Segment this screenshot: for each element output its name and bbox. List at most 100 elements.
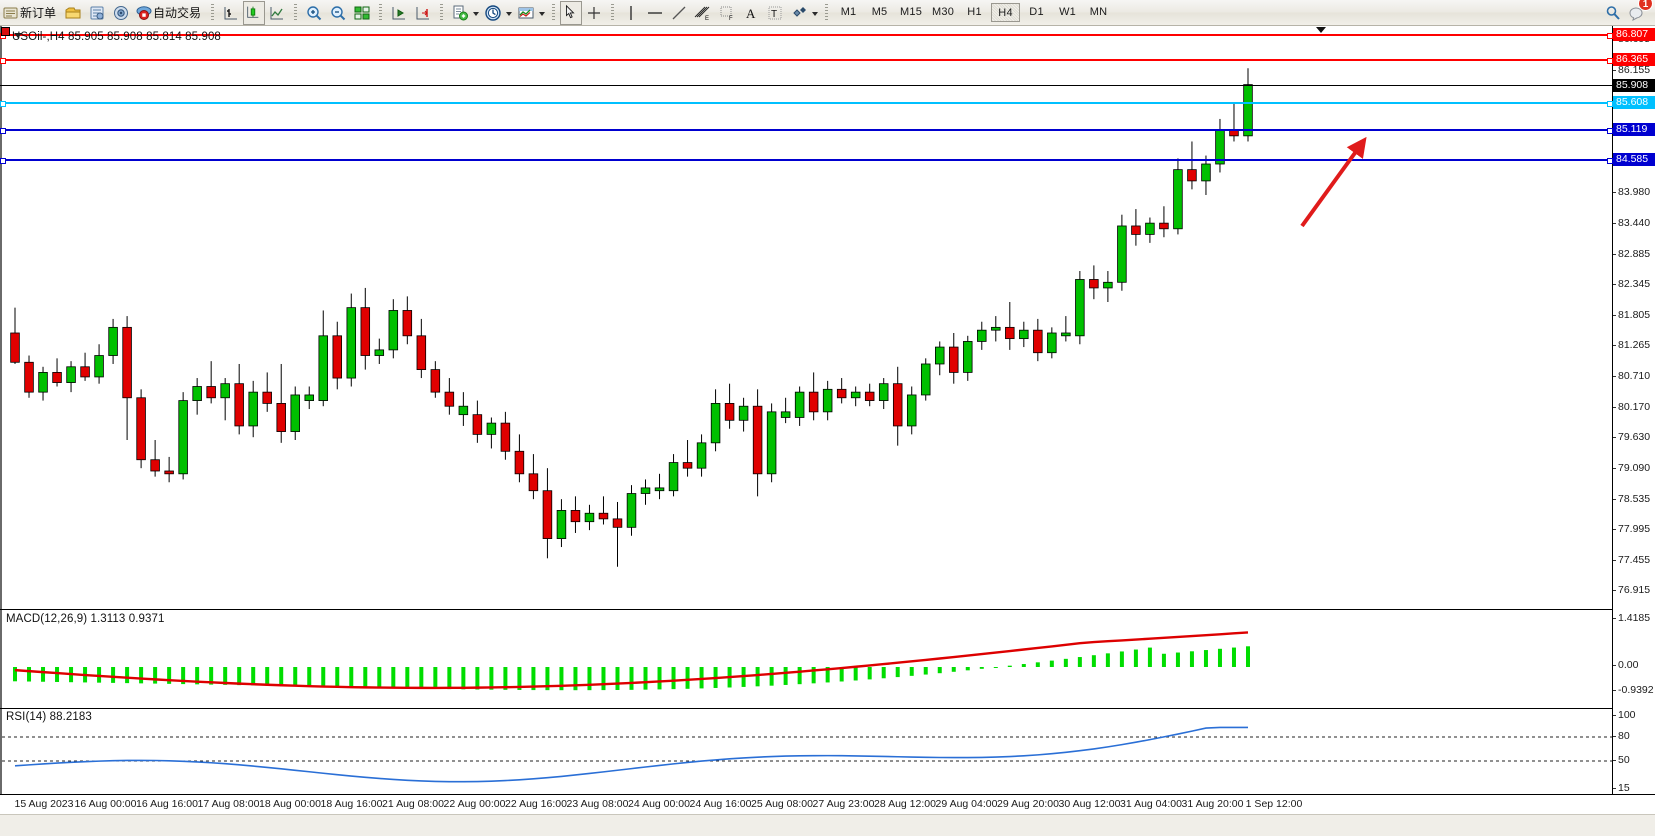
level-anchor-left[interactable] [0,158,6,165]
level-anchor-right[interactable] [1607,158,1613,165]
rsi-pane-frame [0,709,1612,794]
rsi-pane[interactable]: RSI(14) 88.2183 [0,708,1612,794]
autotrade-icon [135,4,153,22]
time-tick: 24 Aug 00:00 [628,798,690,810]
templates-button[interactable] [514,1,538,25]
time-tick: 25 Aug 08:00 [751,798,813,810]
indicators-dropdown-arrow[interactable] [472,4,481,22]
level-line-entry-line[interactable] [0,100,1613,107]
price-scale[interactable]: 86.69586.15585.61585.07584.52083.98083.4… [1612,26,1655,794]
auto-scroll-button[interactable] [411,1,435,25]
toolbar-separator [438,3,445,23]
rsi-tick: 50 [1613,754,1655,766]
timeframe-group: M1 M5 M15 M30 H1 H4 D1 W1 MN [833,3,1114,22]
level-line-support-lower[interactable] [0,158,1613,165]
templates-dropdown-arrow[interactable] [538,4,547,22]
horizontal-line-button[interactable] [643,1,667,25]
cursor-icon [562,4,580,22]
chart-area[interactable]: USOil-,H4 85.905 85.908 85.814 85.908 MA… [0,26,1655,836]
timeframe-m5[interactable]: M5 [871,6,888,18]
timeframe-w1[interactable]: W1 [1059,6,1076,18]
level-line-last-price[interactable] [0,84,1612,86]
horizontal-line-icon [646,4,664,22]
text-label-button[interactable]: T [763,1,787,25]
level-line-resistance-lower[interactable] [0,57,1613,64]
price-tick: 77.455 [1613,554,1655,566]
status-bar [0,814,1655,836]
chart-close-marker[interactable] [1,27,10,36]
tile-windows-button[interactable] [350,1,374,25]
trendline-button[interactable] [667,1,691,25]
price-label-resistance-upper: 86.807 [1613,28,1655,42]
timeframe-m15[interactable]: M15 [900,6,923,18]
level-anchor-left[interactable] [0,100,6,107]
timeframe-mn[interactable]: MN [1089,6,1108,18]
fibonacci-button[interactable]: E [691,1,715,25]
timeframe-d1[interactable]: D1 [1029,6,1044,18]
indicators-button[interactable] [448,1,472,25]
macd-label: MACD(12,26,9) 1.3113 0.9371 [6,613,165,625]
equidistant-channel-button[interactable]: F [715,1,739,25]
zoom-in-button[interactable] [302,1,326,25]
profiles-button[interactable] [85,1,109,25]
cursor-button[interactable] [560,0,583,25]
level-anchor-right[interactable] [1607,33,1613,40]
time-tick: 31 Aug 20:00 [1181,798,1244,810]
candlestick-chart-icon [245,4,263,22]
symbol-dropdown-arrow[interactable] [14,33,22,38]
new-order-button[interactable]: 新订单 [0,1,61,25]
vertical-line-icon [622,4,640,22]
alerts-button[interactable]: 1 [1625,0,1653,25]
toolbar-separator [292,3,299,23]
level-anchor-right[interactable] [1607,100,1613,107]
level-anchor-right[interactable] [1607,57,1613,64]
search-button[interactable] [1601,1,1625,25]
vertical-line-button[interactable] [619,1,643,25]
price-tick: 80.710 [1613,370,1655,382]
bar-chart-button[interactable] [219,1,243,25]
timeframe-h1[interactable]: H1 [967,6,982,18]
time-tick: 22 Aug 16:00 [505,798,567,810]
zoom-out-button[interactable] [326,1,350,25]
price-label-resistance-lower: 86.365 [1613,52,1655,66]
timeframe-h4[interactable]: H4 [991,3,1021,22]
price-tick: 76.915 [1613,584,1655,596]
macd-tick: -0.9392 [1613,684,1655,696]
text-button[interactable]: A [739,1,763,25]
time-tick: 16 Aug 16:00 [136,798,198,810]
time-scale[interactable]: 15 Aug 2023 16 Aug 00:00 16 Aug 16:00 17 Au… [0,794,1655,814]
symbol-label: USOil-,H4 85.905 85.908 85.814 85.908 [12,31,221,43]
macd-pane[interactable]: MACD(12,26,9) 1.3113 0.9371 [0,609,1612,708]
periods-button[interactable] [481,1,505,25]
up-arrow-annotation[interactable] [0,26,1612,609]
crosshair-button[interactable] [582,1,606,25]
level-anchor-right[interactable] [1607,128,1613,135]
line-chart-button[interactable] [265,1,289,25]
rsi-label: RSI(14) 88.2183 [6,711,92,723]
price-tick: 82.345 [1613,278,1655,290]
level-line-support-upper[interactable] [0,128,1613,135]
timeframe-m30[interactable]: M30 [932,6,955,18]
level-anchor-left[interactable] [0,128,6,135]
price-tick: 82.885 [1613,248,1655,260]
templates-icon [517,4,535,22]
periods-dropdown-arrow[interactable] [505,4,514,22]
price-pane[interactable]: USOil-,H4 85.905 85.908 85.814 85.908 [0,26,1613,609]
autotrade-button[interactable]: 自动交易 [133,1,206,25]
shapes-dropdown-arrow[interactable] [811,4,820,22]
time-tick: 18 Aug 00:00 [259,798,321,810]
bar-chart-icon [222,4,240,22]
market-watch-button[interactable] [109,1,133,25]
timeframe-m1[interactable]: M1 [840,6,857,18]
level-anchor-left[interactable] [0,57,6,64]
shapes-button[interactable] [787,1,811,25]
profiles-icon [88,4,106,22]
chart-shift-button[interactable] [387,1,411,25]
svg-text:F: F [729,16,733,22]
macd-tick: 1.4185 [1613,612,1655,624]
time-tick: 29 Aug 20:00 [997,798,1059,810]
price-tick: 81.265 [1613,339,1655,351]
folder-button[interactable] [61,1,85,25]
candlestick-chart-button[interactable] [243,0,266,25]
time-tick: 16 Aug 00:00 [74,798,137,810]
